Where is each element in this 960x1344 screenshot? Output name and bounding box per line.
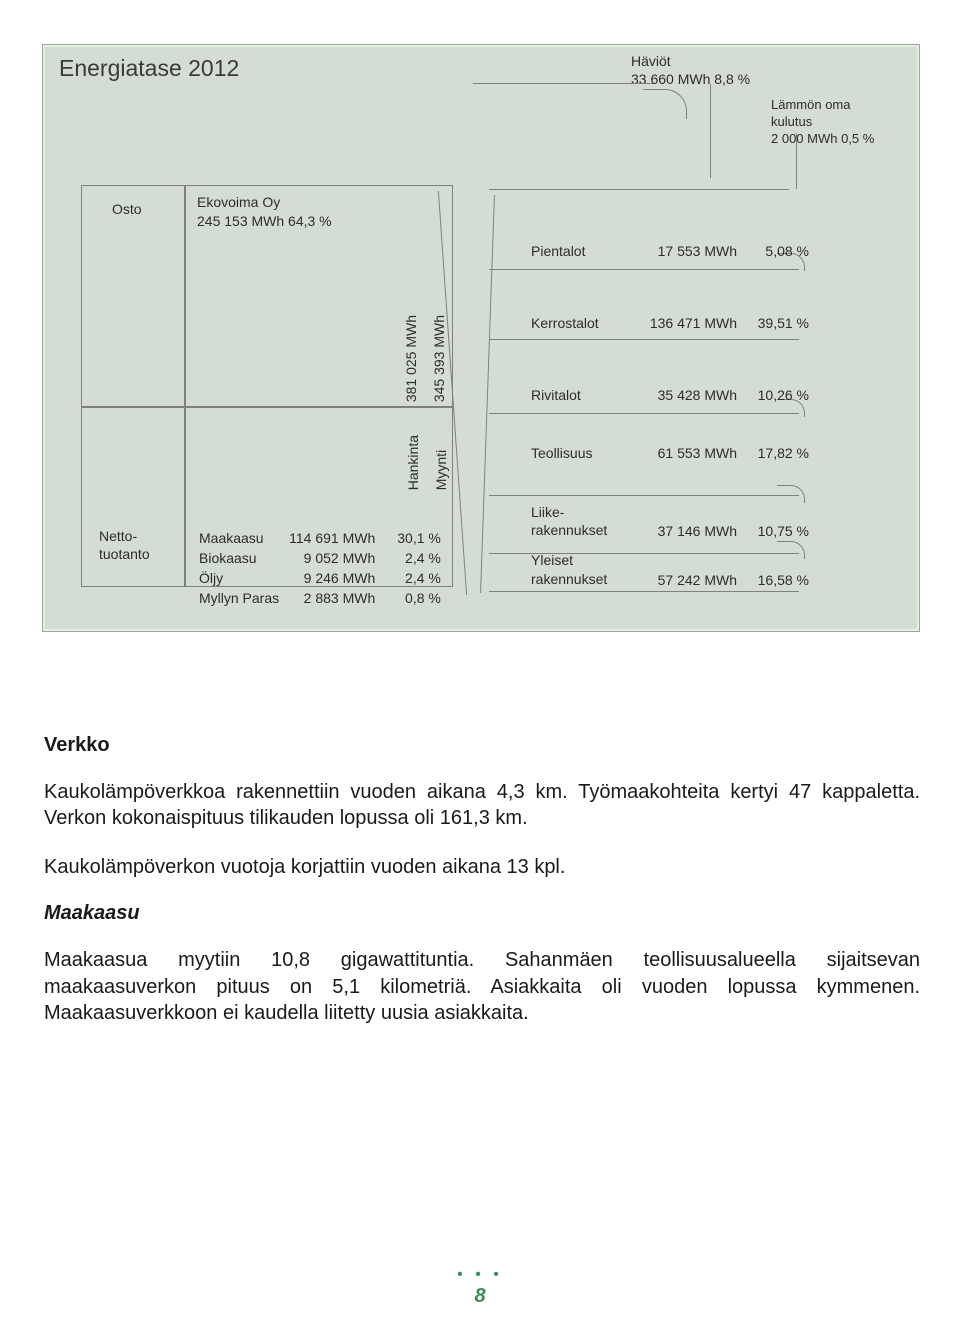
netto-pct: 2,4 % xyxy=(385,569,449,587)
paragraph-1: Kaukolämpöverkkoa rakennettiin vuoden ai… xyxy=(44,779,920,832)
output-value: 61 553 MWh xyxy=(637,445,737,461)
netto-l2: tuotanto xyxy=(99,545,150,563)
netto-name: Maakaasu xyxy=(199,529,287,547)
netto-label: Netto- tuotanto xyxy=(99,527,150,563)
loss-block: Häviöt 33 660 MWh 8,8 % xyxy=(631,53,750,87)
output-row: Rivitalot35 428 MWh 10,26 % xyxy=(531,387,809,403)
osto-label: Osto xyxy=(112,201,142,217)
page-footer: • • • 8 xyxy=(0,1267,960,1308)
box-osto-label xyxy=(81,185,185,407)
output-row: Teollisuus61 553 MWh 17,82 % xyxy=(531,445,809,461)
output-value: 37 146 MWh xyxy=(637,523,737,539)
netto-name: Biokaasu xyxy=(199,549,287,567)
output-pct: 17,82 % xyxy=(743,445,809,461)
outputs-list: Pientalot17 553 MWh 5,08 % Kerrostalot136 … xyxy=(531,243,809,598)
paragraph-3: Maakaasua myytiin 10,8 gigawattituntia. … xyxy=(44,947,920,1026)
own-consumption-l3: 2 000 MWh 0,5 % xyxy=(771,131,874,148)
output-name: Liike-rakennukset xyxy=(531,503,637,539)
loss-value: 33 660 MWh 8,8 % xyxy=(631,71,750,87)
vertical-labels: Hankinta Myynti xyxy=(405,435,449,490)
energy-balance-diagram: Energiatase 2012 Häviöt 33 660 MWh 8,8 %… xyxy=(42,44,920,632)
output-value: 136 471 MWh xyxy=(637,315,737,331)
netto-row: Biokaasu9 052 MWh2,4 % xyxy=(199,549,449,567)
paragraph-2: Kaukolämpöverkon vuotoja korjattiin vuod… xyxy=(44,854,920,880)
netto-pct: 0,8 % xyxy=(385,589,449,607)
output-value: 35 428 MWh xyxy=(637,387,737,403)
connector xyxy=(489,189,789,190)
output-value: 17 553 MWh xyxy=(637,243,737,259)
netto-row: Maakaasu114 691 MWh30,1 % xyxy=(199,529,449,547)
output-pct: 10,26 % xyxy=(743,387,809,403)
ekovoima-label: Ekovoima Oy 245 153 MWh 64,3 % xyxy=(197,193,332,231)
ekovoima-l1: Ekovoima Oy xyxy=(197,193,332,212)
output-name: Yleisetrakennukset xyxy=(531,551,637,587)
netto-name: Myllyn Paras xyxy=(199,589,287,607)
output-row: Liike-rakennukset37 146 MWh 10,75 % xyxy=(531,503,809,539)
funnel-edge xyxy=(480,195,495,593)
page-number: 8 xyxy=(0,1285,960,1308)
hankinta-label: Hankinta xyxy=(405,435,421,490)
output-pct: 16,58 % xyxy=(743,572,809,588)
output-pct: 5,08 % xyxy=(743,243,809,259)
netto-row: Myllyn Paras2 883 MWh0,8 % xyxy=(199,589,449,607)
heading-verkko: Verkko xyxy=(44,734,920,757)
heading-maakaasu: Maakaasu xyxy=(44,902,920,925)
output-name: Rivitalot xyxy=(531,387,637,403)
myynti-value: 345 393 MWh xyxy=(431,315,447,402)
netto-value: 2 883 MWh xyxy=(289,589,383,607)
connector xyxy=(473,83,653,84)
output-row: Kerrostalot136 471 MWh 39,51 % xyxy=(531,315,809,331)
connector xyxy=(710,84,711,178)
netto-l1: Netto- xyxy=(99,527,150,545)
output-row: Yleisetrakennukset57 242 MWh 16,58 % xyxy=(531,551,809,587)
diagram-title: Energiatase 2012 xyxy=(59,55,239,82)
netto-row: Öljy9 246 MWh2,4 % xyxy=(199,569,449,587)
output-row: Pientalot17 553 MWh 5,08 % xyxy=(531,243,809,259)
myynti-label: Myynti xyxy=(433,435,449,490)
vertical-values: 381 025 MWh 345 393 MWh xyxy=(403,315,447,402)
netto-pct: 2,4 % xyxy=(385,549,449,567)
hankinta-value: 381 025 MWh xyxy=(403,315,419,402)
netto-value: 9 246 MWh xyxy=(289,569,383,587)
ekovoima-l2: 245 153 MWh 64,3 % xyxy=(197,212,332,231)
output-value: 57 242 MWh xyxy=(637,572,737,588)
own-consumption-l1: Lämmön oma xyxy=(771,97,874,114)
own-consumption: Lämmön oma kulutus 2 000 MWh 0,5 % xyxy=(771,97,874,148)
netto-rows: Maakaasu114 691 MWh30,1 % Biokaasu9 052 M… xyxy=(197,527,451,609)
netto-value: 9 052 MWh xyxy=(289,549,383,567)
output-name: Pientalot xyxy=(531,243,637,259)
footer-dots: • • • xyxy=(0,1267,960,1283)
netto-pct: 30,1 % xyxy=(385,529,449,547)
netto-name: Öljy xyxy=(199,569,287,587)
output-pct: 39,51 % xyxy=(743,315,809,331)
own-consumption-l2: kulutus xyxy=(771,114,874,131)
output-name: Kerrostalot xyxy=(531,315,637,331)
loss-label: Häviöt xyxy=(631,53,750,69)
output-name: Teollisuus xyxy=(531,445,637,461)
sankey-area: Osto Ekovoima Oy 245 153 MWh 64,3 % Nett… xyxy=(57,165,905,615)
netto-value: 114 691 MWh xyxy=(289,529,383,547)
output-pct: 10,75 % xyxy=(743,523,809,539)
body-text: Verkko Kaukolämpöverkkoa rakennettiin vu… xyxy=(44,734,920,1048)
connector-arc xyxy=(643,89,687,119)
